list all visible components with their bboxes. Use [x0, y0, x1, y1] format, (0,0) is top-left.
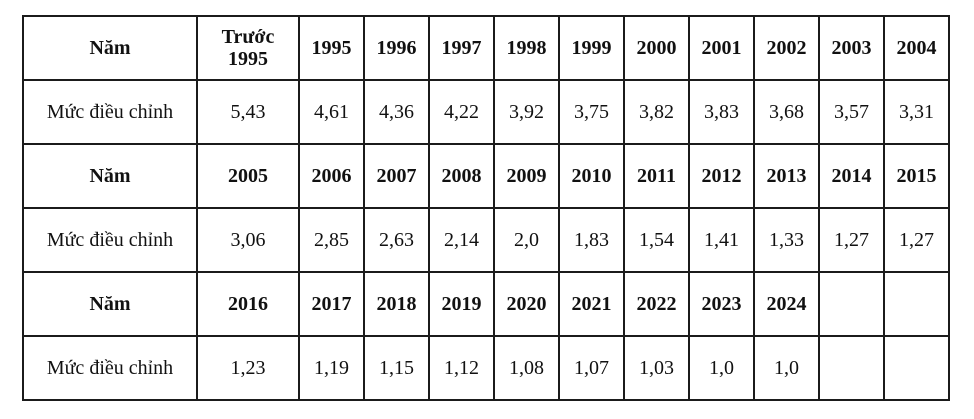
value-cell: 3,75	[558, 79, 625, 145]
year-cell: 2008	[428, 143, 495, 209]
year-header-row: Năm Trước 1995 1995 1996 1997 1998 1999 2000 200…	[22, 15, 950, 81]
year-cell: 2010	[558, 143, 625, 209]
table-body: Năm Trước 1995 1995 1996 1997 1998 1999 2000 200…	[22, 15, 950, 401]
value-cell: 1,27	[883, 207, 950, 273]
year-cell: 2003	[818, 15, 885, 81]
year-cell: 1999	[558, 15, 625, 81]
value-cell: 1,0	[688, 335, 755, 401]
adjustment-value-row: Mức điều chỉnh 3,06 2,85 2,63 2,14 2,0 1,83 1,5…	[22, 207, 950, 273]
empty-cell	[883, 335, 950, 401]
year-cell: 1995	[298, 15, 365, 81]
adjustment-value-row: Mức điều chỉnh 5,43 4,61 4,36 4,22 3,92 3,75 3,…	[22, 79, 950, 145]
value-cell: 1,19	[298, 335, 365, 401]
empty-cell	[818, 335, 885, 401]
value-cell: 2,0	[493, 207, 560, 273]
row-label-cell: Năm	[22, 15, 198, 81]
value-cell: 1,83	[558, 207, 625, 273]
value-cell: 4,22	[428, 79, 495, 145]
year-cell: 2019	[428, 271, 495, 337]
value-cell: 1,15	[363, 335, 430, 401]
value-cell: 3,68	[753, 79, 820, 145]
value-cell: 3,06	[196, 207, 300, 273]
year-cell: 2006	[298, 143, 365, 209]
row-label-cell: Mức điều chỉnh	[22, 79, 198, 145]
value-cell: 1,0	[753, 335, 820, 401]
value-cell: 3,92	[493, 79, 560, 145]
year-cell: Trước 1995	[196, 15, 300, 81]
year-cell: 2009	[493, 143, 560, 209]
year-header-row: Năm 2016 2017 2018 2019 2020 2021 2022 2023 2024	[22, 271, 950, 337]
year-cell: 2021	[558, 271, 625, 337]
value-cell: 3,82	[623, 79, 690, 145]
row-label-cell: Mức điều chỉnh	[22, 335, 198, 401]
year-cell: 2018	[363, 271, 430, 337]
row-label-cell: Năm	[22, 271, 198, 337]
year-cell: 2005	[196, 143, 300, 209]
empty-cell	[818, 271, 885, 337]
year-cell: 2015	[883, 143, 950, 209]
value-cell: 1,27	[818, 207, 885, 273]
value-cell: 1,23	[196, 335, 300, 401]
year-cell: 2017	[298, 271, 365, 337]
year-cell: 2020	[493, 271, 560, 337]
value-cell: 5,43	[196, 79, 300, 145]
value-cell: 3,83	[688, 79, 755, 145]
value-cell: 1,12	[428, 335, 495, 401]
year-cell: 2016	[196, 271, 300, 337]
row-label-cell: Năm	[22, 143, 198, 209]
year-cell: 2002	[753, 15, 820, 81]
value-cell: 3,31	[883, 79, 950, 145]
year-cell: 2012	[688, 143, 755, 209]
year-cell: 1997	[428, 15, 495, 81]
value-cell: 2,63	[363, 207, 430, 273]
value-cell: 2,14	[428, 207, 495, 273]
year-cell: 2011	[623, 143, 690, 209]
year-cell: 1996	[363, 15, 430, 81]
value-cell: 1,54	[623, 207, 690, 273]
year-cell: 2004	[883, 15, 950, 81]
value-cell: 2,85	[298, 207, 365, 273]
value-cell: 1,03	[623, 335, 690, 401]
year-cell: 2013	[753, 143, 820, 209]
value-cell: 3,57	[818, 79, 885, 145]
year-header-row: Năm 2005 2006 2007 2008 2009 2010 2011 2012 2013 2…	[22, 143, 950, 209]
row-label-cell: Mức điều chỉnh	[22, 207, 198, 273]
value-cell: 4,61	[298, 79, 365, 145]
year-cell: 2022	[623, 271, 690, 337]
year-cell: 2001	[688, 15, 755, 81]
year-cell: 2024	[753, 271, 820, 337]
value-cell: 4,36	[363, 79, 430, 145]
year-cell: 2023	[688, 271, 755, 337]
year-cell: 1998	[493, 15, 560, 81]
value-cell: 1,07	[558, 335, 625, 401]
adjustment-value-row: Mức điều chỉnh 1,23 1,19 1,15 1,12 1,08 1,07 1,…	[22, 335, 950, 401]
year-cell: 2014	[818, 143, 885, 209]
year-cell: 2000	[623, 15, 690, 81]
value-cell: 1,33	[753, 207, 820, 273]
value-cell: 1,41	[688, 207, 755, 273]
value-cell: 1,08	[493, 335, 560, 401]
adjustment-coefficient-table: Năm Trước 1995 1995 1996 1997 1998 1999 2000 200…	[22, 15, 950, 401]
year-cell: 2007	[363, 143, 430, 209]
empty-cell	[883, 271, 950, 337]
